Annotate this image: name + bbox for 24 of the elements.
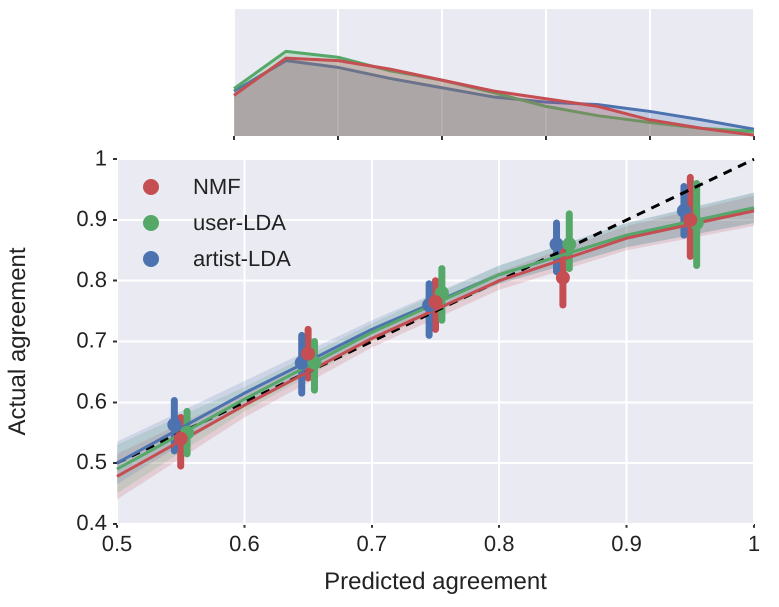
y-tick-label: 1 (94, 145, 107, 170)
y-tick-label: 0.6 (76, 388, 107, 414)
y-tick-label: 0.7 (76, 328, 107, 353)
legend-label: artist-LDA (193, 246, 291, 272)
point (562, 237, 576, 252)
y-tick-label: 0.8 (76, 266, 107, 292)
y-axis-title: Actual agreement (4, 247, 32, 436)
legend-label: user-LDA (193, 210, 286, 236)
point (556, 270, 570, 285)
point (428, 295, 442, 309)
point (550, 237, 564, 252)
x-tick-label: 0.7 (356, 531, 388, 556)
legend-label: NMF (193, 174, 241, 200)
y-tick-label: 0.9 (76, 206, 107, 232)
x-axis-title: Predicted agreement (324, 568, 548, 596)
point (683, 212, 698, 227)
x-tick-label: 1 (748, 531, 760, 556)
point (174, 432, 188, 446)
x-tick-label: 0.8 (484, 531, 514, 556)
x-tick-label: 0.9 (611, 531, 642, 556)
x-tick-label: 0.6 (229, 531, 260, 556)
y-tick-label: 0.5 (76, 449, 107, 474)
point (301, 346, 316, 361)
point (167, 418, 182, 432)
